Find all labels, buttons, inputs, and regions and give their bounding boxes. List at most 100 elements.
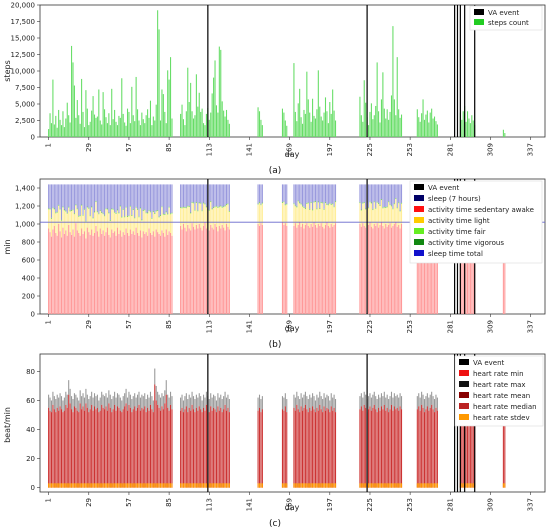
bar-hr-mean [218, 410, 220, 488]
bar-hr-stdev [164, 483, 166, 488]
x-tick-label: 141 [245, 320, 253, 333]
bar-hr-stdev [115, 483, 117, 488]
bar-hr-stdev [73, 483, 75, 488]
bar-fair [382, 207, 384, 209]
bar-steps [416, 109, 418, 137]
bar-light [187, 206, 189, 225]
bar-hr-stdev [83, 483, 86, 488]
bar-light [376, 202, 378, 224]
bar-hr-mean [158, 407, 160, 488]
bar-light [75, 205, 77, 224]
bar-hr-max [194, 399, 196, 413]
bar-hr-stdev [116, 483, 119, 488]
bar-sedentary [383, 228, 385, 314]
bar-hr-max [106, 397, 108, 411]
bar-hr-stdev [392, 483, 394, 488]
bar-steps [129, 123, 131, 137]
bar-steps [258, 111, 261, 137]
bar-hr-stdev [214, 483, 216, 488]
bar-sleep-total [390, 184, 393, 206]
bar-light [151, 218, 153, 235]
bar-light [299, 203, 301, 223]
y-tick-label: 20,000 [11, 2, 36, 10]
bar-light [382, 208, 384, 226]
bar-sleep-total [304, 184, 306, 209]
bar-sleep-total [59, 184, 61, 209]
bar-light [335, 202, 337, 224]
bar-hr-stdev [142, 483, 144, 488]
bar-fair [300, 204, 302, 205]
bar-hr-mean [260, 412, 262, 488]
bar-hr-max [363, 391, 365, 405]
bar-hr-max [141, 394, 143, 408]
bar-hr-stdev [398, 483, 400, 488]
bar-steps [182, 119, 185, 137]
bar-hr-stdev [198, 483, 200, 488]
bar-hr-mean [324, 410, 327, 488]
bar-sleep-total [159, 184, 162, 215]
bar-hr-max [155, 385, 157, 401]
bar-fair [162, 214, 164, 215]
bar-hr-stdev [258, 483, 261, 488]
bar-hr-stdev [302, 483, 304, 488]
bar-hr-mean [141, 407, 143, 488]
bar-sedentary [400, 224, 403, 314]
bar-hr-mean [129, 407, 131, 488]
bar-light [304, 209, 306, 225]
bar-sedentary [380, 222, 382, 314]
bar-sleep-total [220, 184, 222, 206]
bar-fair [218, 206, 220, 208]
bar-hr-stdev [152, 483, 154, 488]
bar-hr-max [399, 393, 401, 407]
bar-hr-mean [71, 409, 73, 488]
bar-sedentary [471, 224, 473, 314]
bar-steps [472, 120, 474, 137]
legend-label: VA event [473, 359, 505, 367]
legend-label: activity time light [428, 217, 490, 225]
bar-steps [184, 125, 186, 137]
bar-steps [307, 99, 309, 137]
bar-fair [330, 204, 332, 206]
bar-hr-mean [214, 409, 216, 488]
bar-steps [389, 111, 391, 137]
bar-sleep-total [185, 184, 187, 208]
bar-steps [144, 123, 146, 137]
bar-hr-max [260, 399, 262, 413]
bar-steps [431, 108, 433, 137]
bar-sleep-total [225, 184, 228, 205]
bar-hr-mean [89, 409, 91, 488]
bar-sleep-total [323, 184, 325, 209]
bar-hr-mean [204, 410, 206, 488]
bar-hr-mean [144, 406, 146, 488]
panel-caption: (a) [269, 166, 282, 176]
bar-fair [85, 221, 87, 222]
bar-hr-stdev [294, 483, 296, 488]
bar-sleep-total [115, 184, 117, 213]
bar-fair [109, 220, 111, 222]
bar-light [68, 207, 70, 225]
y-tick-label: 1,000 [15, 221, 35, 229]
x-tick-label: 141 [245, 143, 253, 156]
bar-hr-stdev [373, 483, 375, 488]
bar-hr-mean [65, 404, 67, 488]
bar-hr-stdev [380, 483, 382, 488]
bar-hr-max [101, 391, 103, 405]
bar-steps [436, 124, 438, 137]
bar-sleep-total [48, 184, 50, 209]
bar-steps [66, 102, 68, 137]
bar-hr-mean [184, 409, 186, 488]
bar-fair [49, 208, 51, 210]
bar-sedentary [398, 224, 400, 314]
bar-hr-stdev [465, 483, 467, 488]
bar-sedentary [191, 223, 193, 314]
bar-sleep-total [158, 184, 160, 217]
bar-hr-max [53, 396, 55, 410]
bar-light [367, 208, 370, 225]
bar-sedentary [137, 233, 139, 314]
bar-hr-mean [154, 384, 156, 488]
bar-sleep-total [306, 184, 308, 203]
bar-hr-max [128, 391, 130, 405]
bar-steps [367, 125, 370, 137]
bar-hr-stdev [303, 483, 305, 488]
bar-hr-stdev [435, 483, 437, 488]
